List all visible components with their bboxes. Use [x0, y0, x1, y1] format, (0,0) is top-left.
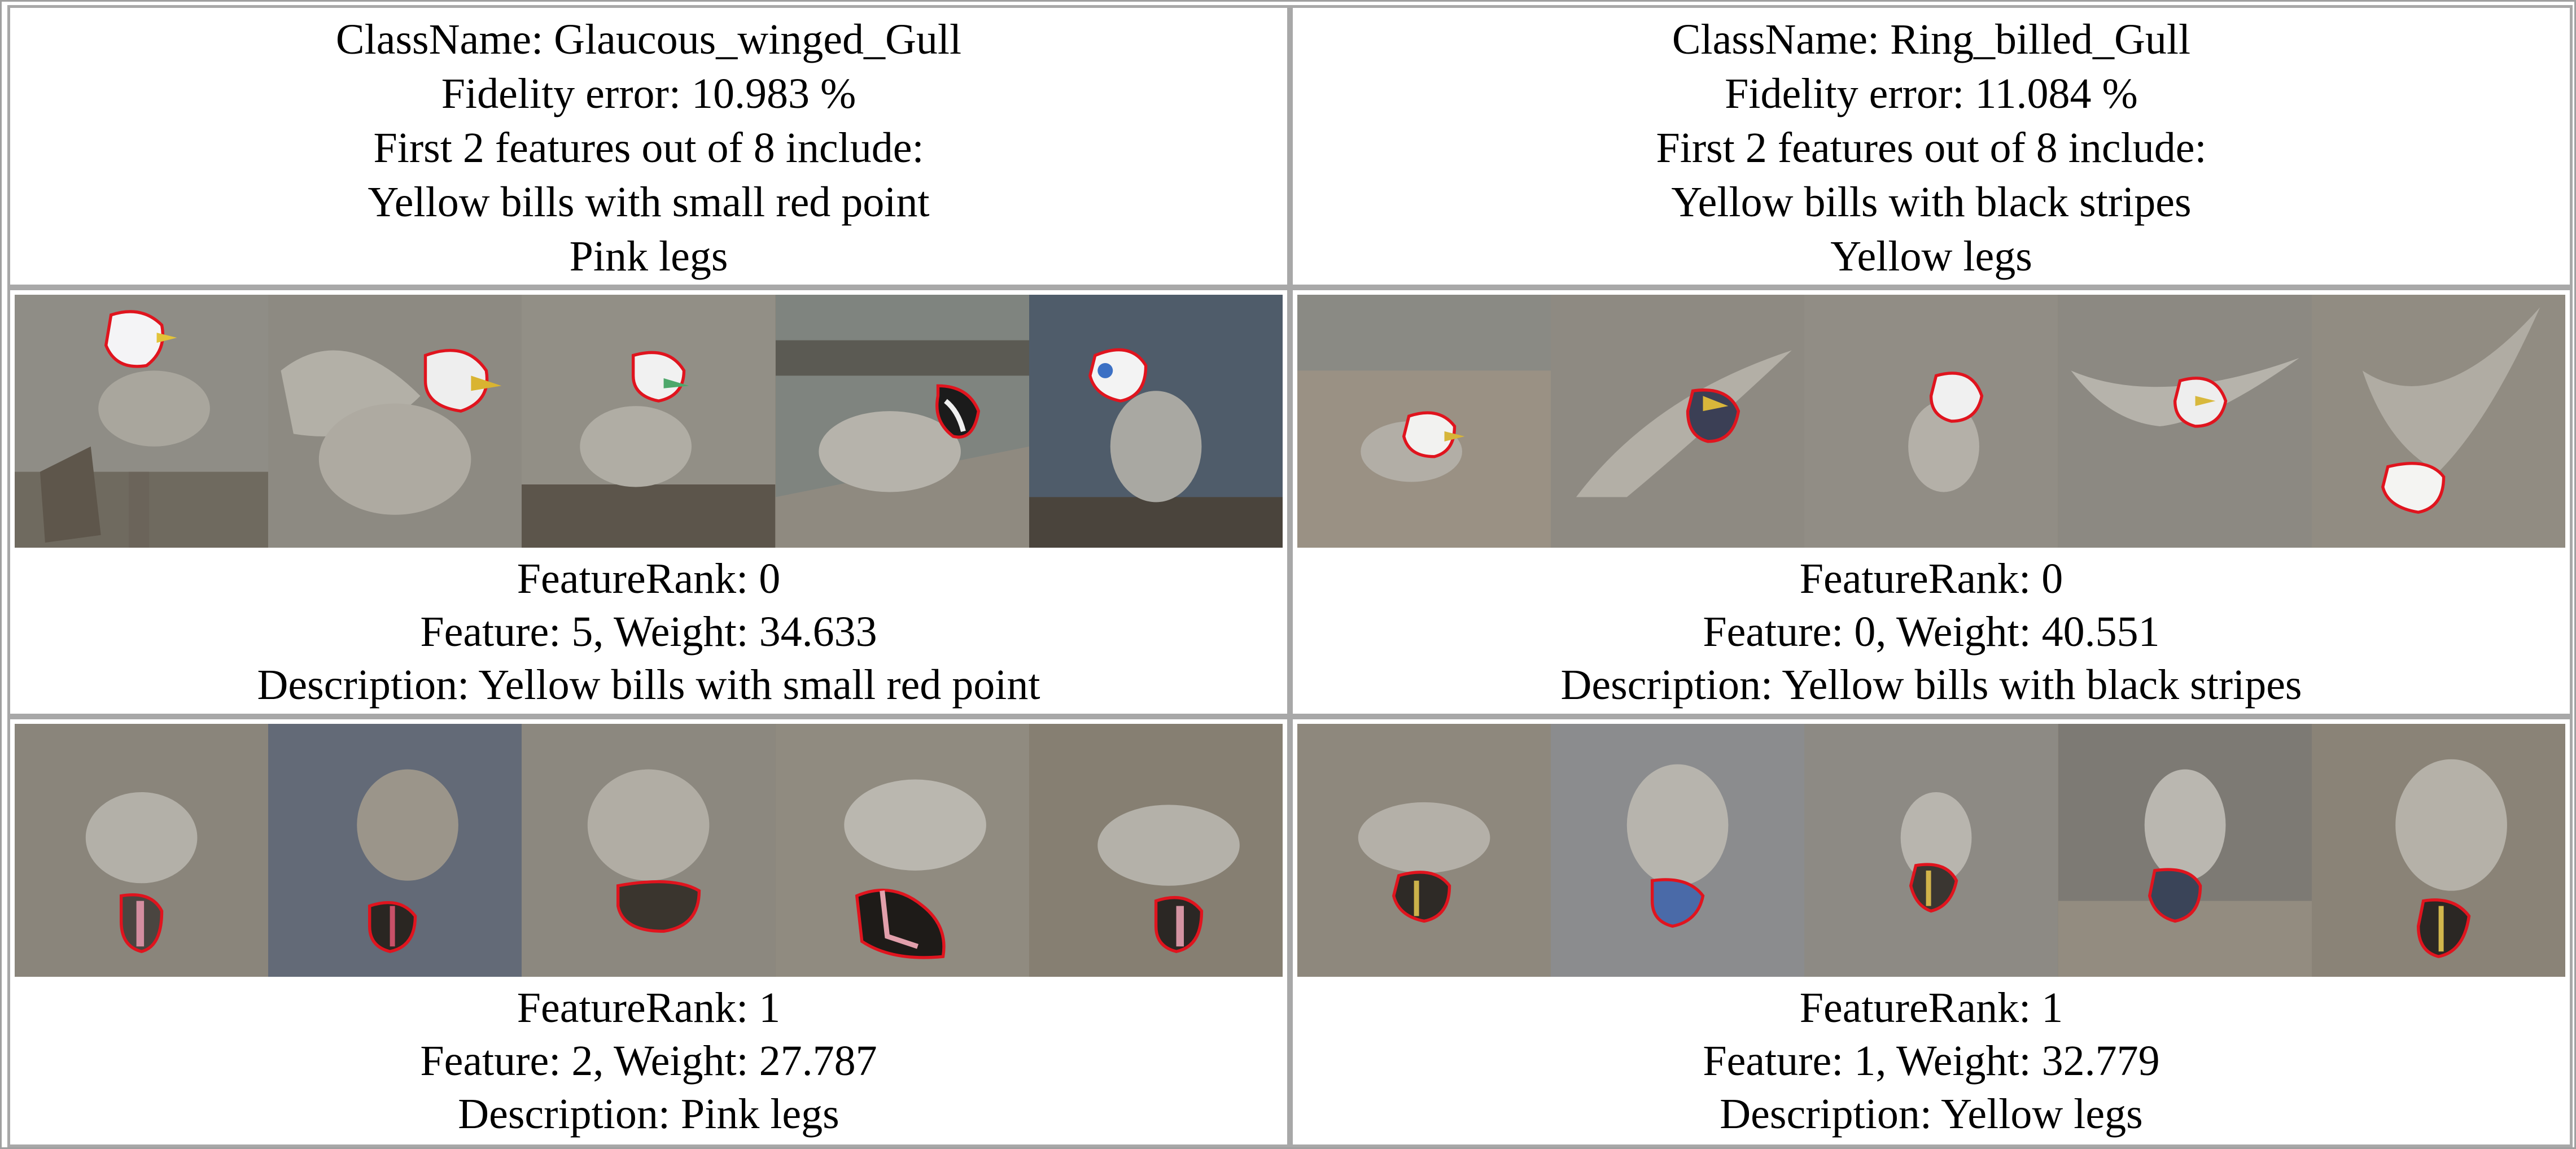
gull-legs-photo — [1551, 724, 1805, 977]
thumbnail-strip — [1297, 724, 2566, 977]
feature-cell: FeatureRank: 0 Feature: 0, Weight: 40.55… — [1290, 287, 2573, 717]
gull-legs-photo — [1029, 724, 1283, 977]
gull-head-photo — [1551, 295, 1805, 548]
feature-weight: Feature: 5, Weight: 34.633 — [420, 608, 877, 656]
thumbnail-strip — [15, 724, 1283, 977]
gull-legs-photo — [2311, 724, 2566, 977]
feature-rank: FeatureRank: 0 — [1799, 555, 2063, 602]
gull-head-photo — [15, 295, 269, 548]
gull-legs-photo — [522, 724, 776, 977]
feature-list-item: Yellow bills with small red point — [368, 178, 930, 226]
fidelity-error: Fidelity error: 11.084 % — [1725, 70, 2138, 117]
class-header: ClassName: Glaucous_winged_Gull Fidelity… — [7, 5, 1290, 287]
feature-description: Description: Pink legs — [458, 1090, 839, 1138]
feature-rank: FeatureRank: 1 — [1799, 984, 2063, 1032]
feature-list-item: Pink legs — [569, 233, 728, 280]
panel-glaucous-winged-gull: ClassName: Glaucous_winged_Gull Fidelity… — [7, 5, 1290, 1147]
fidelity-error: Fidelity error: 10.983 % — [441, 70, 856, 117]
feature-weight: Feature: 1, Weight: 32.779 — [1703, 1037, 2160, 1085]
gull-head-photo — [775, 295, 1029, 548]
feature-weight: Feature: 0, Weight: 40.551 — [1703, 608, 2160, 656]
feature-list-item: Yellow bills with black stripes — [1671, 178, 2192, 226]
gull-head-photo — [522, 295, 776, 548]
class-header: ClassName: Ring_billed_Gull Fidelity err… — [1290, 5, 2573, 287]
feature-list-item: Yellow legs — [1830, 233, 2032, 280]
gull-legs-photo — [775, 724, 1029, 977]
feature-cell: FeatureRank: 0 Feature: 5, Weight: 34.63… — [7, 287, 1290, 717]
gull-legs-photo — [2058, 724, 2312, 977]
feature-description: Description: Yellow bills with black str… — [1560, 661, 2302, 709]
features-intro: First 2 features out of 8 include: — [373, 124, 924, 172]
class-name: ClassName: Glaucous_winged_Gull — [335, 16, 962, 63]
gull-head-photo — [2311, 295, 2566, 548]
gull-head-photo — [1297, 295, 1551, 548]
thumbnail-strip — [1297, 295, 2566, 548]
feature-description: Description: Yellow legs — [1720, 1090, 2143, 1138]
feature-weight: Feature: 2, Weight: 27.787 — [420, 1037, 877, 1085]
gull-head-photo — [268, 295, 522, 548]
gull-legs-photo — [268, 724, 522, 977]
features-intro: First 2 features out of 8 include: — [1656, 124, 2207, 172]
gull-legs-photo — [1804, 724, 2058, 977]
feature-cell: FeatureRank: 1 Feature: 1, Weight: 32.77… — [1290, 717, 2573, 1147]
feature-description: Description: Yellow bills with small red… — [257, 661, 1040, 709]
feature-rank: FeatureRank: 0 — [517, 555, 781, 602]
gull-head-photo — [2058, 295, 2312, 548]
gull-head-photo — [1029, 295, 1283, 548]
gull-legs-photo — [1297, 724, 1551, 977]
feature-rank: FeatureRank: 1 — [517, 984, 781, 1032]
feature-cell: FeatureRank: 1 Feature: 2, Weight: 27.78… — [7, 717, 1290, 1147]
class-name: ClassName: Ring_billed_Gull — [1672, 16, 2191, 63]
gull-head-photo — [1804, 295, 2058, 548]
panel-ring-billed-gull: ClassName: Ring_billed_Gull Fidelity err… — [1290, 5, 2573, 1147]
thumbnail-strip — [15, 295, 1283, 548]
gull-legs-photo — [15, 724, 269, 977]
